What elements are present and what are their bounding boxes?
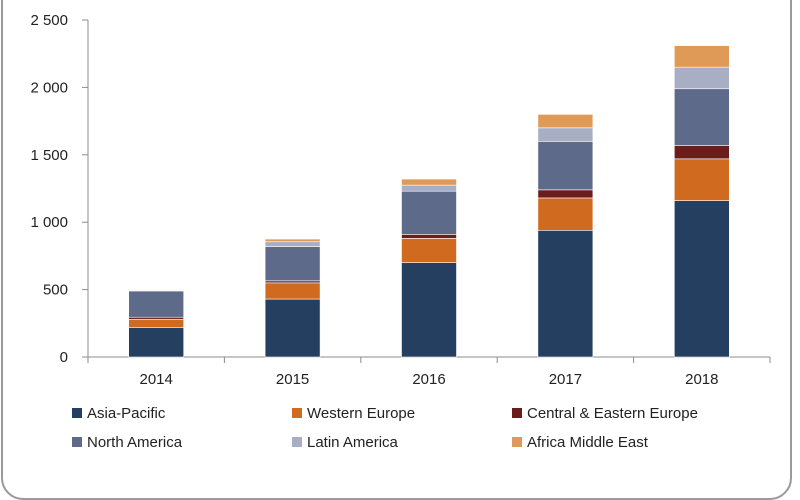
legend-swatch xyxy=(292,437,302,447)
bar-segment-africa-middle-east-2017 xyxy=(537,114,594,129)
legend-swatch xyxy=(72,408,82,418)
x-tick-label: 2018 xyxy=(685,371,718,388)
bar-segment-latin-america-2017 xyxy=(537,127,594,142)
y-axis: 0 500 1 000 1 500 2 000 2 500 xyxy=(30,12,89,366)
bar-segment-asia-pacific-2016 xyxy=(401,262,457,358)
bar-segment-central-eastern-europe-2018 xyxy=(673,145,730,160)
bar-segment-north-america-2014 xyxy=(128,290,184,318)
bar-segment-central-eastern-europe-2016 xyxy=(401,234,457,239)
legend-label: Central & Eastern Europe xyxy=(527,405,698,422)
y-tick-label: 1 000 xyxy=(30,214,68,231)
bar-segment-western-europe-2016 xyxy=(401,238,457,263)
bar-segment-asia-pacific-2014 xyxy=(128,327,184,358)
y-tick-label: 1 500 xyxy=(30,147,68,164)
legend-label: Asia-Pacific xyxy=(87,405,166,422)
bar-segment-central-eastern-europe-2015 xyxy=(264,280,321,284)
legend-swatch xyxy=(512,437,522,447)
bar-segment-africa-middle-east-2018 xyxy=(673,45,730,68)
bar-segment-western-europe-2014 xyxy=(128,318,184,328)
x-axis: 2014 2015 2016 2017 2018 xyxy=(87,356,771,388)
bar-segment-asia-pacific-2015 xyxy=(264,298,321,358)
x-tick-label: 2017 xyxy=(549,371,582,388)
legend: Asia-Pacific Western Europe Central & East… xyxy=(72,405,698,450)
y-tick-label: 0 xyxy=(60,349,68,366)
bar-segment-north-america-2016 xyxy=(401,190,457,235)
bar-segment-western-europe-2015 xyxy=(264,282,321,300)
bar-segment-africa-middle-east-2014 xyxy=(128,289,184,291)
bar-segment-asia-pacific-2018 xyxy=(673,200,730,358)
legend-swatch xyxy=(292,408,302,418)
legend-label: Africa Middle East xyxy=(527,434,649,450)
bar-segment-north-america-2017 xyxy=(537,141,594,191)
bars xyxy=(128,45,730,358)
bar-segment-latin-america-2015 xyxy=(264,241,321,247)
bar-segment-north-america-2015 xyxy=(264,246,321,282)
bar-segment-central-eastern-europe-2014 xyxy=(128,316,184,320)
legend-swatch xyxy=(72,437,82,447)
bar-segment-latin-america-2016 xyxy=(401,184,457,192)
bar-segment-africa-middle-east-2016 xyxy=(401,178,457,186)
x-tick-label: 2016 xyxy=(412,371,445,388)
legend-label: North America xyxy=(87,434,183,450)
bar-segment-asia-pacific-2017 xyxy=(537,229,594,358)
x-tick-label: 2014 xyxy=(140,371,173,388)
bar-segment-western-europe-2018 xyxy=(673,158,730,201)
bar-segment-north-america-2018 xyxy=(673,88,730,146)
y-tick-label: 2 500 xyxy=(30,12,68,29)
legend-label: Latin America xyxy=(307,434,399,450)
legend-label: Western Europe xyxy=(307,405,415,422)
y-tick-label: 2 000 xyxy=(30,79,68,96)
x-tick-label: 2015 xyxy=(276,371,309,388)
bar-segment-latin-america-2018 xyxy=(673,66,730,90)
bar-segment-western-europe-2017 xyxy=(537,197,594,231)
y-tick-label: 500 xyxy=(43,282,68,299)
legend-swatch xyxy=(512,408,522,418)
bar-segment-central-eastern-europe-2017 xyxy=(537,189,594,199)
bar-segment-africa-middle-east-2015 xyxy=(264,238,321,243)
